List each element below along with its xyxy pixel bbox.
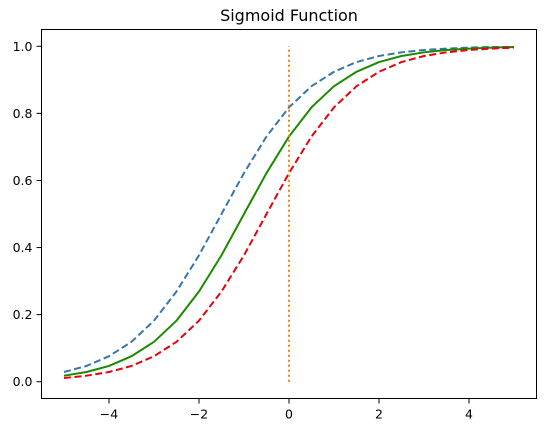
y-tick-label: 1.0: [13, 39, 33, 54]
y-tick-label: 0.6: [13, 173, 33, 188]
series-line-3: [63, 46, 515, 380]
x-tick-label: 0: [285, 407, 293, 422]
series-line-1: [63, 45, 514, 373]
series-layer: [63, 45, 515, 382]
x-tick-label: 4: [465, 407, 473, 422]
y-tick-label: 0.8: [13, 106, 33, 121]
tick-layer: −4 −2 0 2 4 0.0 0.2 0.4 0.6 0.8 1.0: [13, 39, 473, 422]
y-tick-label: 0.0: [13, 374, 33, 389]
x-tick-label: −4: [100, 407, 118, 422]
y-tick-label: 0.4: [13, 240, 33, 255]
x-tick-label: −2: [190, 407, 208, 422]
y-tick-label: 0.2: [13, 307, 33, 322]
chart-title: Sigmoid Function: [220, 6, 358, 25]
x-tick-label: 2: [375, 407, 383, 422]
plot-frame: [41, 29, 537, 399]
